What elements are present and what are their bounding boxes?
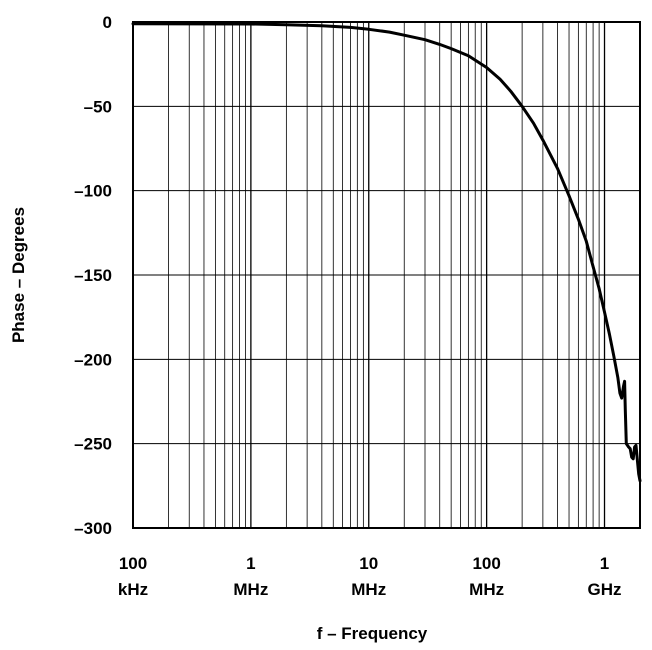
x-tick-label-value: 1 [246, 554, 255, 573]
y-tick-label: –200 [74, 350, 112, 369]
x-tick-label-unit: kHz [118, 580, 148, 599]
data-series [131, 22, 642, 483]
x-tick-label-unit: MHz [233, 580, 268, 599]
x-tick-label-unit: GHz [588, 580, 622, 599]
y-tick-label: 0 [103, 13, 112, 32]
x-tick-label-unit: MHz [469, 580, 504, 599]
x-tick-label-value: 1 [600, 554, 609, 573]
grid [133, 22, 640, 528]
phase-curve [131, 22, 642, 483]
x-tick-label-value: 10 [359, 554, 378, 573]
x-tick-label-unit: MHz [351, 580, 386, 599]
y-tick-label: –100 [74, 182, 112, 201]
x-tick-labels: 100 kHz 1 MHz 10 MHz 100 MHz 1 GHz [118, 554, 622, 599]
y-tick-label: –50 [84, 97, 112, 116]
y-axis-label: Phase – Degrees [9, 207, 28, 343]
y-tick-label: –150 [74, 266, 112, 285]
x-tick-label-value: 100 [472, 554, 500, 573]
x-tick-label-value: 100 [119, 554, 147, 573]
y-tick-label: –300 [74, 519, 112, 538]
y-tick-labels: 0 –50 –100 –150 –200 –250 –300 [74, 13, 112, 538]
y-tick-label: –250 [74, 435, 112, 454]
x-axis-label: f – Frequency [317, 624, 428, 643]
plot-frame [132, 21, 641, 529]
